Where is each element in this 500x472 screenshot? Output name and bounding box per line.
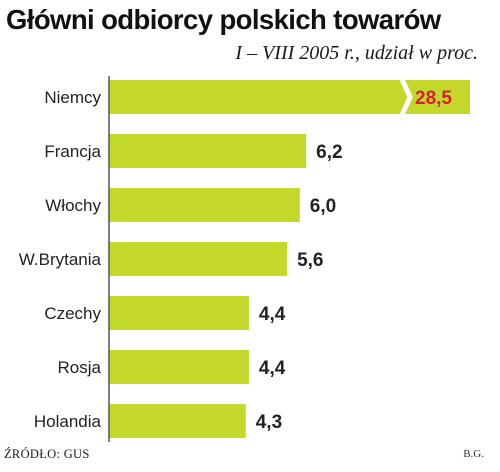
bar: [109, 404, 246, 438]
value-label: 5,6: [297, 250, 323, 271]
value-label: 6,0: [310, 196, 336, 217]
category-label: Rosja: [58, 358, 102, 377]
bar: [109, 188, 300, 222]
value-label: 4,3: [256, 412, 282, 433]
value-label: 6,2: [316, 142, 342, 163]
category-label: Włochy: [45, 196, 101, 215]
category-label: Francja: [44, 142, 101, 161]
bar: [109, 242, 288, 276]
category-label: Holandia: [34, 412, 102, 431]
bar: [109, 134, 307, 168]
chart-title: Główni odbiorcy polskich towarów: [6, 4, 441, 35]
author-credit: B.G.: [463, 448, 484, 460]
chart-subtitle: I – VIII 2005 r., udział w proc.: [235, 42, 478, 64]
value-label: 28,5: [415, 88, 452, 109]
category-label: Niemcy: [44, 88, 101, 107]
source-note: ŹRÓDŁO: GUS: [4, 447, 90, 461]
value-label: 4,4: [259, 358, 286, 379]
bar: [109, 296, 249, 330]
axis-break-mark: [399, 77, 413, 117]
bar: [109, 350, 249, 384]
value-label: 4,4: [259, 304, 286, 325]
category-label: W.Brytania: [19, 250, 102, 269]
category-label: Czechy: [44, 304, 101, 323]
